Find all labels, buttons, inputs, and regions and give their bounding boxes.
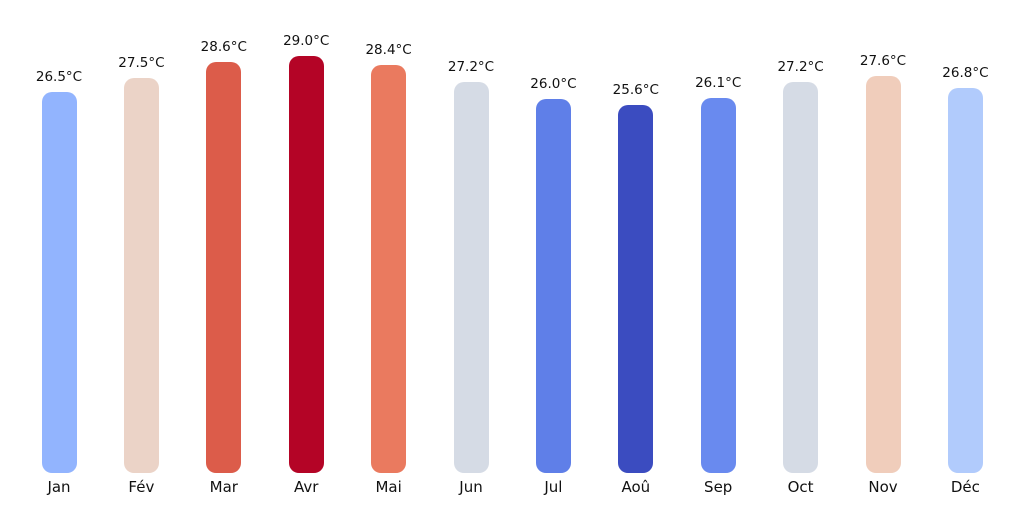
bar-value-label: 28.4°C <box>365 41 412 58</box>
bar-month-label: Oct <box>787 478 814 496</box>
bar <box>783 81 819 473</box>
bar-value-label: 26.0°C <box>530 76 577 93</box>
bar <box>865 76 901 473</box>
bar <box>123 77 159 473</box>
bar <box>288 56 324 473</box>
bar-value-label: 26.1°C <box>695 74 742 91</box>
bar-value-label: 26.5°C <box>35 68 83 85</box>
bar-value-label: 27.2°C <box>777 58 824 75</box>
bar-month-label: Jul <box>544 478 563 496</box>
bar-month-label: Déc <box>950 478 980 496</box>
bar <box>700 97 736 473</box>
bar-value-label: 26.8°C <box>942 64 989 81</box>
bar <box>618 104 654 473</box>
bar <box>206 61 242 473</box>
bar-value-label: 27.6°C <box>859 53 907 70</box>
bar-value-label: 25.6°C <box>612 81 659 98</box>
bar-month-label: Mar <box>209 478 238 496</box>
bar-month-label: Nov <box>868 478 898 496</box>
bar-value-label: 27.2°C <box>447 58 495 75</box>
bar-month-label: Jan <box>47 478 71 496</box>
bar-month-label: Avr <box>293 478 319 496</box>
bar-month-label: Fév <box>128 478 155 496</box>
bar <box>41 91 77 473</box>
bar-month-label: Jun <box>459 478 483 496</box>
bar-month-label: Mai <box>375 478 402 496</box>
bar <box>453 81 489 473</box>
bar-month-label: Aoû <box>621 478 651 496</box>
bar <box>535 99 571 473</box>
bar-month-label: Sep <box>704 478 733 496</box>
bar-value-label: 28.6°C <box>200 38 247 55</box>
bar <box>371 64 407 473</box>
bar-value-label: 27.5°C <box>118 54 165 71</box>
bar <box>947 87 983 473</box>
bar-value-label: 29.0°C <box>283 33 330 49</box>
